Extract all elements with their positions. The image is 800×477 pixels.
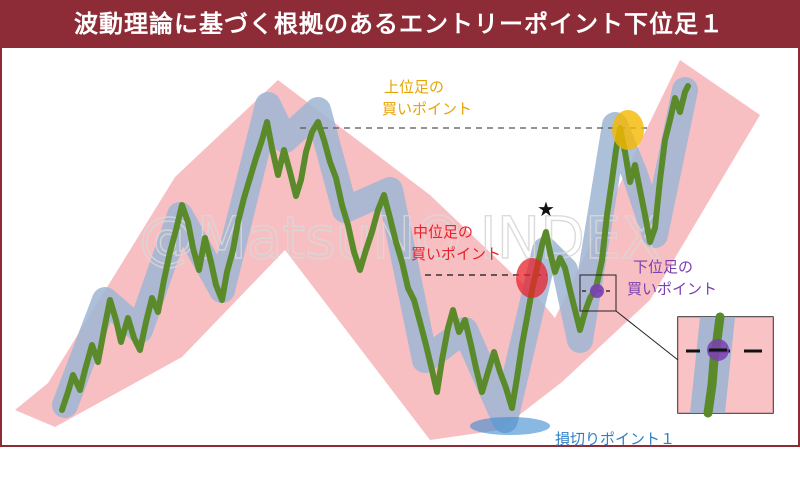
lower-label-line2: 買いポイント [627, 280, 717, 298]
upper-buy-point [612, 110, 644, 150]
upper-label-line1: 上位足の [384, 78, 444, 96]
middle-label-line1: 中位足の [413, 223, 473, 241]
page-title: 波動理論に基づく根拠のあるエントリーポイント下位足１ [74, 10, 724, 38]
upper-label-line2: 買いポイント [382, 100, 472, 118]
price-line [59, 83, 691, 413]
lower-buy-point [590, 284, 604, 298]
star-icon: ★ [537, 197, 555, 221]
zoom-inset [677, 312, 774, 418]
middle-buy-point [516, 258, 548, 298]
title-bar [0, 0, 798, 48]
zoom-connector-line [615, 310, 679, 361]
stop-loss-label: 損切りポイント１ [555, 430, 675, 448]
lower-label-line1: 下位足の [633, 258, 693, 276]
stop-loss-point [470, 417, 550, 435]
zoom-box-icon [579, 274, 617, 312]
middle-label-line2: 買いポイント [411, 245, 501, 263]
